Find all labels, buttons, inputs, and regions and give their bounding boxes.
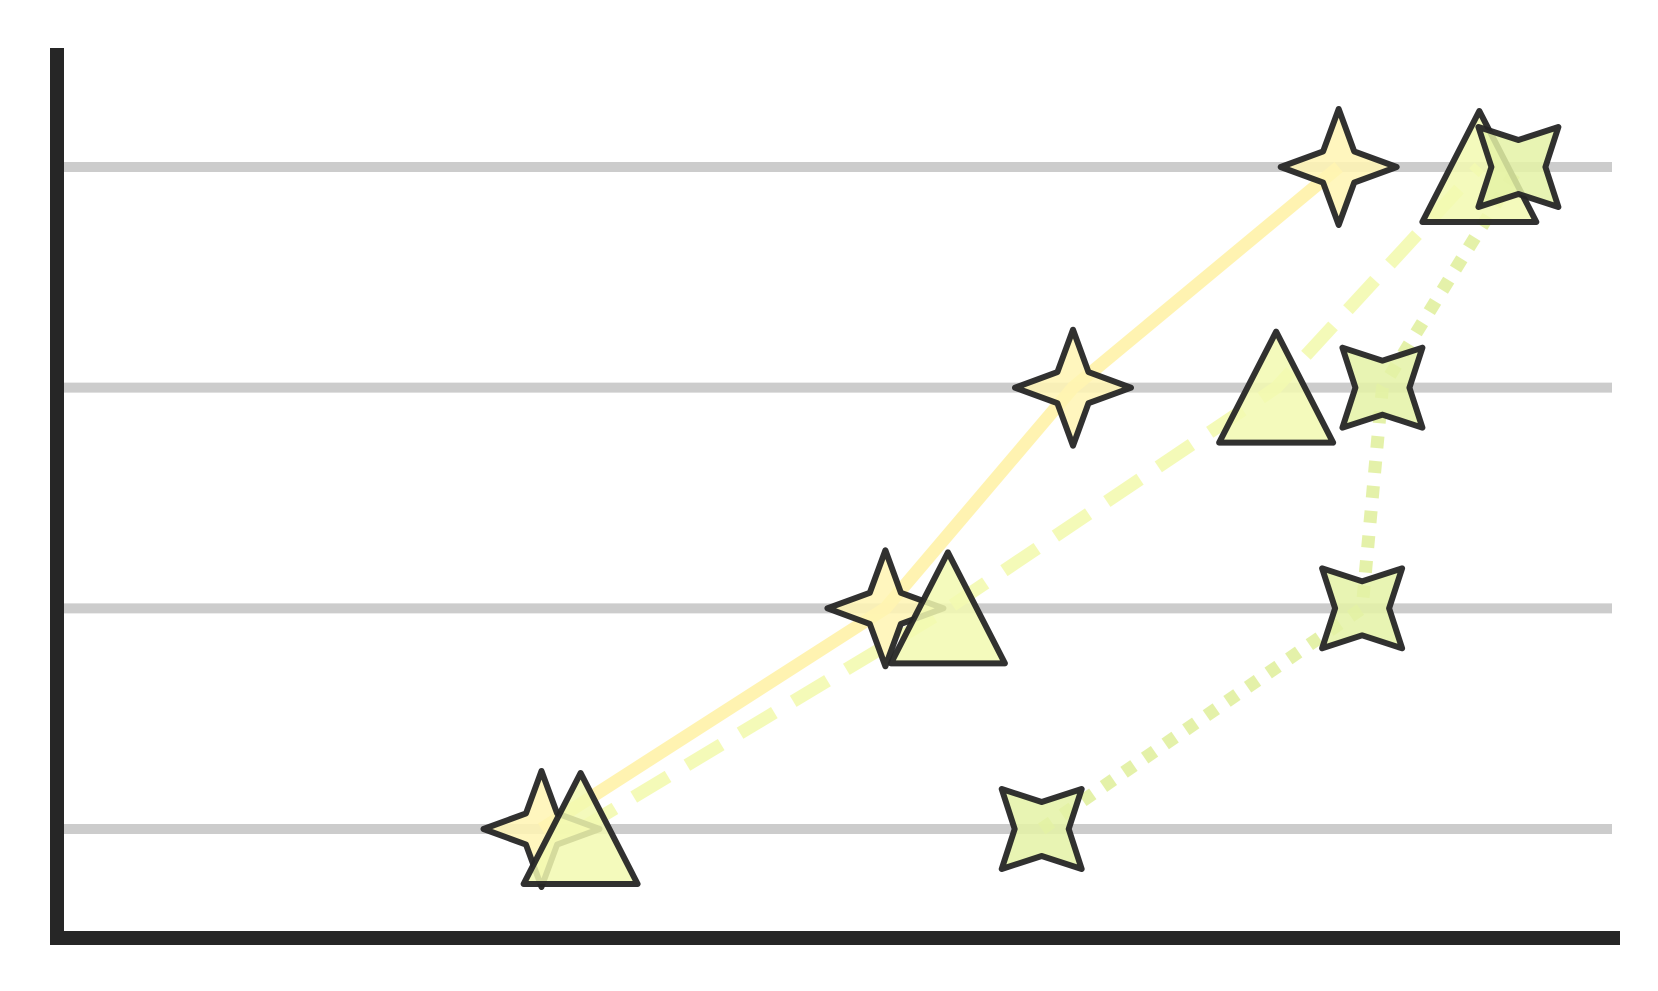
series-1-point-2 <box>824 547 947 670</box>
series-3-point-2 <box>1319 565 1406 652</box>
series-2-line <box>577 162 1485 835</box>
series-2-point-2 <box>887 549 1008 667</box>
series-3-point-3 <box>1339 344 1426 431</box>
series-2-point-3 <box>1216 328 1337 446</box>
series-3-point-1 <box>998 786 1085 872</box>
series-2-point-1 <box>520 770 641 887</box>
series-lines <box>538 161 1524 835</box>
series-1-point-4 <box>1277 106 1400 228</box>
series-1-point-3 <box>1012 326 1134 449</box>
series-1-line <box>538 161 1343 835</box>
series-3-point-4 <box>1475 124 1562 210</box>
series-markers <box>480 106 1562 890</box>
grid-lines <box>63 162 1612 834</box>
axes <box>50 48 1620 945</box>
